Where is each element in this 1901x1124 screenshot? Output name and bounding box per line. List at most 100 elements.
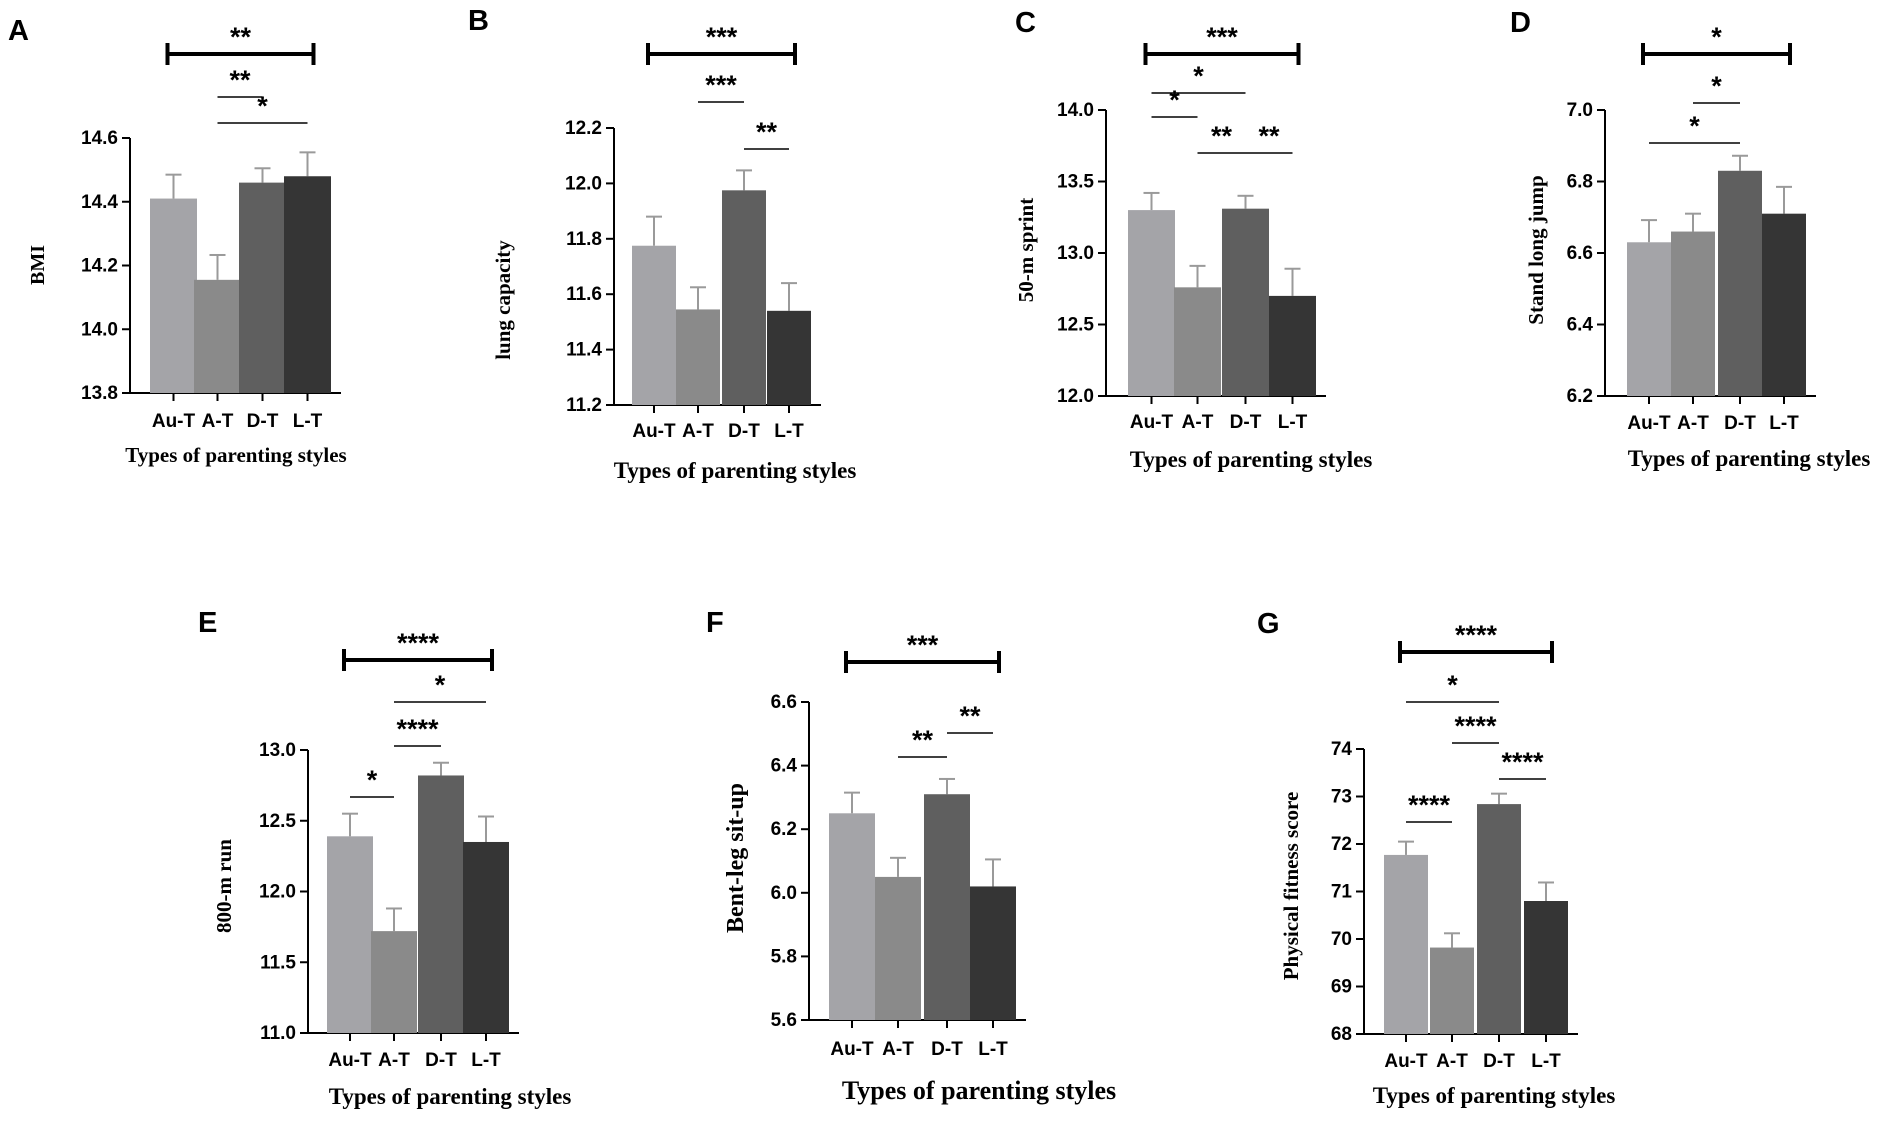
category-label: A-T: [378, 1050, 410, 1071]
significance-label: *: [257, 91, 268, 121]
category-label: Au-T: [152, 411, 196, 432]
category-label: A-T: [1436, 1051, 1468, 1072]
category-label: Au-T: [830, 1039, 874, 1060]
significance-label: ****: [396, 714, 439, 744]
y-axis-title: Stand long jump: [1524, 175, 1548, 324]
y-tick-label: 14.2: [81, 256, 118, 277]
y-axis-title: Bent-leg sit-up: [723, 783, 749, 933]
bar-a-t: [1671, 231, 1715, 396]
category-label: D-T: [1483, 1051, 1515, 1072]
significance-label: ****: [1455, 620, 1498, 650]
category-label: D-T: [1724, 413, 1756, 434]
category-label: Au-T: [1130, 412, 1174, 433]
significance-label: ***: [706, 22, 738, 52]
bar-a-t: [875, 876, 921, 1020]
y-tick-label: 72: [1331, 834, 1352, 855]
significance-label: **: [959, 701, 981, 731]
y-tick-label: 12.0: [1057, 386, 1094, 407]
panel-letter: E: [198, 607, 217, 639]
y-tick-label: 68: [1331, 1024, 1352, 1045]
significance-label: *: [1711, 71, 1722, 101]
bar-au-t: [829, 813, 875, 1020]
y-tick-label: 11.5: [260, 952, 296, 973]
y-tick-label: 11.2: [566, 395, 602, 416]
significance-label: **: [1211, 121, 1233, 151]
significance-label: ***: [907, 630, 939, 660]
x-axis-title: Types of parenting styles: [1130, 447, 1373, 472]
category-label: A-T: [882, 1039, 914, 1060]
y-tick-label: 6.6: [771, 692, 797, 713]
y-tick-label: 11.0: [260, 1023, 296, 1044]
category-label: D-T: [931, 1039, 963, 1060]
significance-label: **: [230, 22, 252, 52]
bar-d-t: [239, 182, 286, 393]
significance-label: ***: [705, 70, 737, 100]
category-label: Au-T: [328, 1050, 372, 1071]
y-tick-label: 14.4: [81, 192, 118, 213]
y-tick-label: 12.5: [259, 811, 296, 832]
significance-label: *: [1447, 670, 1458, 700]
bar-l-t: [1269, 295, 1316, 396]
bar-au-t: [632, 245, 676, 405]
panel-f: F 5.6 5.8 6.0 6.2 6.4 6.6 Au-T A-T D-T L-T Bent-leg…: [706, 607, 1116, 1105]
bar-a-t: [1430, 947, 1474, 1034]
panel-b: B 11.2 11.4 11.6 11.8 12.0 12.2 Au-T A-T D-T L-T lu…: [468, 5, 856, 483]
significance-label: **: [1258, 121, 1280, 151]
bar-l-t: [284, 176, 331, 393]
panel-c: C 12.0 12.5 13.0 13.5 14.0 Au-T A-T D-T L-T 50-m s…: [1014, 7, 1372, 472]
category-label: D-T: [728, 421, 760, 442]
panel-letter: F: [706, 607, 724, 639]
category-label: L-T: [1531, 1051, 1561, 1072]
category-label: D-T: [425, 1050, 457, 1071]
y-tick-label: 74: [1331, 739, 1353, 760]
y-tick-label: 12.2: [565, 118, 602, 139]
y-tick-label: 14.0: [1057, 100, 1094, 121]
category-label: A-T: [202, 411, 234, 432]
y-tick-label: 13.5: [1057, 172, 1094, 193]
bar-au-t: [1128, 210, 1175, 396]
bar-a-t: [676, 309, 720, 405]
bar-l-t: [463, 841, 509, 1033]
panel-letter: C: [1015, 7, 1036, 39]
y-axis-title: Physical fitness score: [1279, 792, 1303, 981]
x-axis-title: Types of parenting styles: [125, 443, 346, 467]
category-label: Au-T: [1384, 1051, 1428, 1072]
y-tick-label: 12.0: [259, 882, 296, 903]
y-axis-title: BMI: [27, 245, 49, 285]
category-label: A-T: [1182, 412, 1214, 433]
y-axis-title: 50-m sprint: [1014, 198, 1038, 302]
y-tick-label: 7.0: [1567, 100, 1593, 121]
y-tick-label: 13.8: [81, 383, 118, 404]
y-tick-label: 14.0: [81, 319, 118, 340]
significance-label: *: [1193, 61, 1204, 91]
y-tick-label: 69: [1331, 977, 1352, 998]
significance-label: **: [229, 65, 251, 95]
y-tick-label: 14.6: [81, 128, 118, 149]
significance-label: *: [367, 765, 378, 795]
category-label: A-T: [682, 421, 714, 442]
y-tick-label: 6.4: [1567, 315, 1594, 336]
x-axis-title: Types of parenting styles: [1373, 1083, 1616, 1108]
significance-label: *: [1169, 85, 1180, 115]
bar-d-t: [418, 775, 464, 1033]
significance-label: **: [912, 725, 934, 755]
y-tick-label: 5.6: [771, 1010, 797, 1031]
y-tick-label: 6.8: [1567, 172, 1593, 193]
bar-d-t: [924, 794, 970, 1020]
panel-letter: B: [468, 5, 489, 37]
bar-d-t: [1222, 208, 1269, 396]
significance-label: *: [1689, 111, 1700, 141]
y-tick-label: 6.0: [771, 883, 797, 904]
category-label: Au-T: [632, 421, 676, 442]
y-tick-label: 6.4: [771, 756, 798, 777]
category-label: A-T: [1677, 413, 1709, 434]
bar-l-t: [1762, 213, 1806, 396]
bar-l-t: [1524, 901, 1568, 1034]
y-tick-label: 5.8: [771, 946, 797, 967]
y-tick-label: 13.0: [259, 740, 296, 761]
bar-d-t: [1718, 170, 1762, 396]
category-label: L-T: [1769, 413, 1799, 434]
y-tick-label: 11.8: [566, 229, 602, 250]
bar-l-t: [767, 310, 811, 405]
